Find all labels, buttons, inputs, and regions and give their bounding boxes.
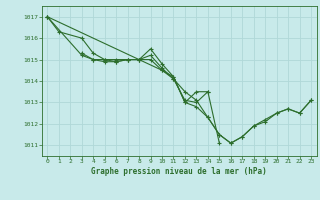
X-axis label: Graphe pression niveau de la mer (hPa): Graphe pression niveau de la mer (hPa) (91, 167, 267, 176)
